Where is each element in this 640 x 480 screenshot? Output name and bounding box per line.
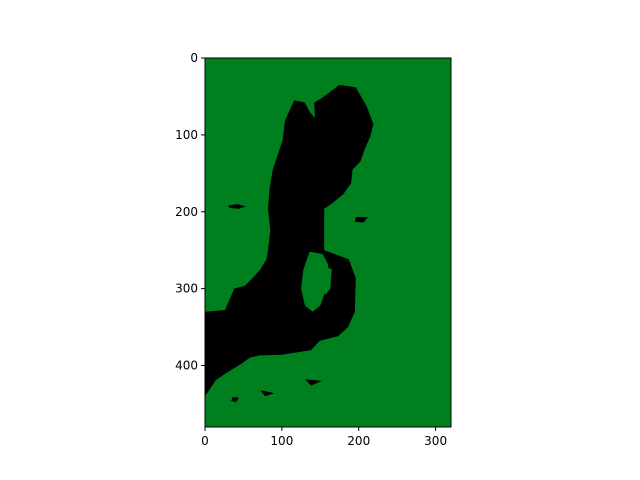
x-tick-label: 200 bbox=[347, 434, 370, 448]
mask-region-spot-1 bbox=[231, 397, 239, 403]
mask-region-spot-5 bbox=[343, 114, 350, 128]
y-axis: 0 100 200 300 400 bbox=[175, 51, 205, 373]
plot-frame bbox=[204, 57, 452, 428]
y-tick-label: 200 bbox=[175, 205, 198, 219]
mask-shapes bbox=[205, 84, 374, 403]
mask-region-spot-2 bbox=[260, 390, 275, 397]
mask-region-main-shape bbox=[205, 84, 374, 397]
y-tick-label: 0 bbox=[190, 51, 198, 65]
y-tick-label: 100 bbox=[175, 128, 198, 142]
mask-region-spot-4 bbox=[354, 217, 368, 223]
mask-hole-hole-1 bbox=[301, 251, 328, 312]
x-axis: 0 100 200 300 bbox=[201, 427, 447, 448]
mask-region-spot-3 bbox=[304, 379, 322, 386]
x-tick-label: 300 bbox=[424, 434, 447, 448]
y-tick-label: 400 bbox=[175, 359, 198, 373]
mask-region-left-blob bbox=[228, 204, 246, 209]
x-tick-label: 100 bbox=[270, 434, 293, 448]
mask-hole-hole-2 bbox=[322, 265, 332, 295]
x-tick-label: 0 bbox=[201, 434, 209, 448]
y-tick-label: 300 bbox=[175, 282, 198, 296]
image-plot-area bbox=[204, 57, 452, 428]
